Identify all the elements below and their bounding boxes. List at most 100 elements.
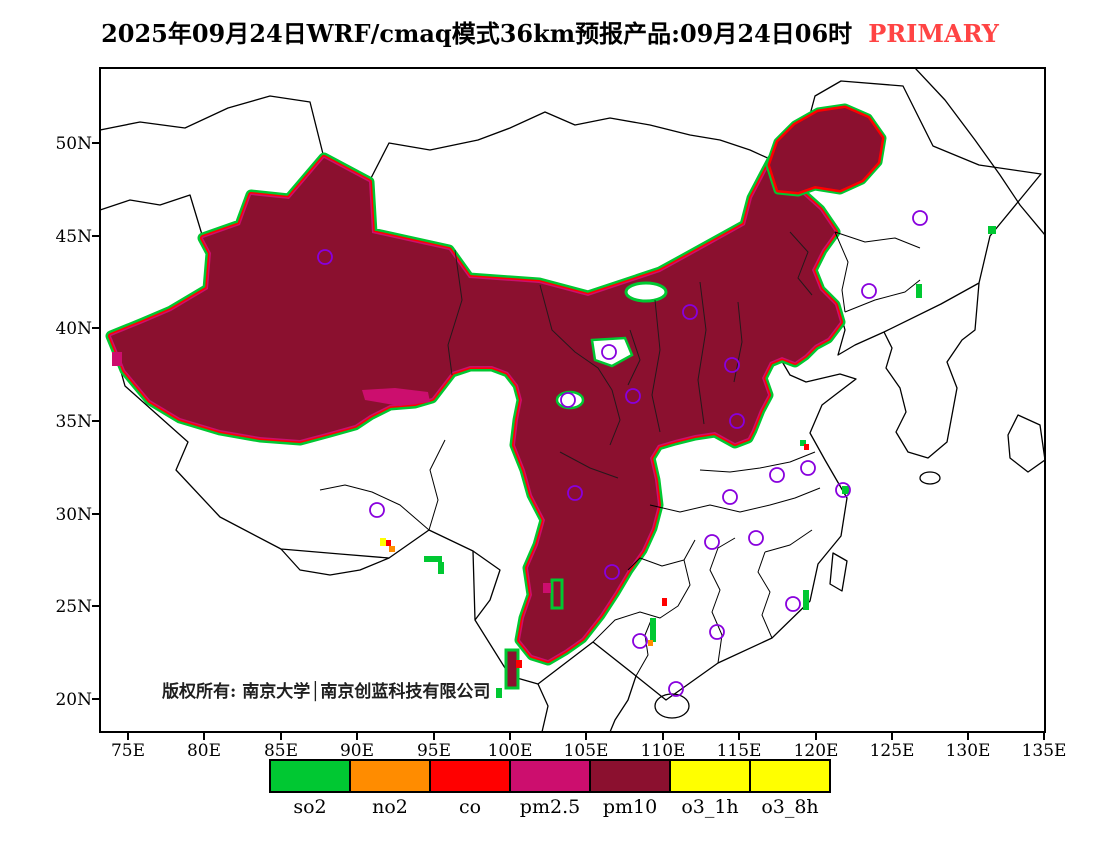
province-boundary bbox=[834, 231, 921, 249]
no2-speck bbox=[389, 546, 395, 552]
province-boundary bbox=[592, 539, 696, 643]
lon-tick-label: 95E bbox=[417, 741, 451, 761]
legend-label-co: co bbox=[459, 796, 481, 818]
co-speck bbox=[662, 598, 667, 606]
station-marker bbox=[625, 388, 641, 404]
province-boundary bbox=[627, 557, 685, 571]
mongolia-border bbox=[368, 111, 773, 183]
province-boundary bbox=[699, 451, 816, 473]
pm25-patch bbox=[362, 388, 430, 406]
russia-coast-ne bbox=[915, 69, 1044, 235]
legend-label-no2: no2 bbox=[372, 796, 408, 818]
legend-swatch-no2 bbox=[349, 759, 431, 793]
legend-swatch-co bbox=[429, 759, 511, 793]
so2-speck bbox=[800, 440, 806, 446]
nepal-border bbox=[280, 548, 390, 576]
lon-tick-label: 120E bbox=[794, 741, 839, 761]
pm25-patches bbox=[112, 352, 551, 593]
co-speck bbox=[804, 444, 809, 450]
station-marker bbox=[861, 283, 877, 299]
title-primary-tag: PRIMARY bbox=[868, 19, 1000, 48]
lon-tick-label: 115E bbox=[717, 741, 762, 761]
station-marker bbox=[800, 460, 816, 476]
station-marker bbox=[369, 502, 385, 518]
province-boundary bbox=[319, 484, 430, 531]
province-boundary bbox=[649, 487, 821, 513]
o3-specks bbox=[380, 538, 386, 546]
pm25-patch bbox=[543, 583, 551, 593]
korea-coast bbox=[883, 282, 980, 459]
no2-speck bbox=[648, 640, 653, 646]
lat-tick-label: 40N bbox=[55, 319, 92, 339]
map-frame bbox=[99, 67, 1046, 733]
lon-tick-label: 90E bbox=[340, 741, 374, 761]
province-boundary bbox=[764, 529, 813, 553]
legend-swatch-so2 bbox=[269, 759, 351, 793]
clean-hole bbox=[624, 281, 668, 303]
kyushu-island bbox=[1007, 414, 1044, 473]
so2-speck bbox=[424, 556, 442, 562]
map-canvas: 版权所有: 南京大学│南京创蓝科技有限公司 bbox=[101, 69, 1044, 731]
province-boundary bbox=[757, 551, 773, 639]
legend-swatch-o3-1h bbox=[669, 759, 751, 793]
station-marker bbox=[785, 596, 801, 612]
station-marker bbox=[604, 564, 620, 580]
so2-speck bbox=[916, 284, 922, 298]
axis-ticks bbox=[92, 142, 1045, 740]
lon-tick-label: 100E bbox=[488, 741, 533, 761]
lon-tick-label: 85E bbox=[264, 741, 298, 761]
copyright-text: 版权所有: 南京大学│南京创蓝科技有限公司 bbox=[162, 681, 490, 702]
province-boundary bbox=[627, 329, 641, 386]
station-marker bbox=[704, 534, 720, 550]
province-boundary bbox=[539, 284, 613, 391]
clean-hole bbox=[555, 390, 585, 410]
lon-tick-label: 110E bbox=[641, 741, 686, 761]
lat-tick-label: 30N bbox=[55, 505, 92, 525]
lon-axis: 75E 80E 85E 90E 95E 100E 105E 110E 115E … bbox=[111, 741, 1066, 761]
station-marker bbox=[682, 304, 698, 320]
legend-label-pm25: pm2.5 bbox=[520, 796, 580, 818]
so2-speck bbox=[988, 226, 996, 234]
station-marker bbox=[567, 485, 583, 501]
vietnam-coast bbox=[609, 675, 637, 731]
province-boundary bbox=[447, 249, 463, 376]
so2-specks bbox=[424, 226, 996, 698]
station-marker bbox=[769, 467, 785, 483]
clean-hole bbox=[590, 336, 634, 368]
pm25-patch bbox=[112, 352, 122, 366]
legend-swatch-o3-8h bbox=[749, 759, 831, 793]
station-marker bbox=[722, 489, 738, 505]
lon-tick-label: 75E bbox=[111, 741, 145, 761]
station-marker bbox=[668, 681, 684, 697]
station-marker bbox=[729, 413, 745, 429]
indochina-border bbox=[537, 683, 549, 731]
station-marker bbox=[709, 624, 725, 640]
province-boundary bbox=[844, 279, 921, 313]
province-boundaries bbox=[319, 231, 921, 677]
lat-tick-label: 50N bbox=[55, 134, 92, 154]
station-marker bbox=[724, 357, 740, 373]
legend-label-pm10: pm10 bbox=[603, 796, 657, 818]
legend-swatch-pm25 bbox=[509, 759, 591, 793]
lon-tick-label: 80E bbox=[187, 741, 221, 761]
lon-tick-label: 130E bbox=[946, 741, 991, 761]
station-marker bbox=[560, 392, 576, 408]
lon-tick-label: 105E bbox=[564, 741, 609, 761]
pm10-patch bbox=[550, 578, 564, 610]
station-marker bbox=[835, 482, 851, 498]
legend-label-o3-8h: o3_8h bbox=[761, 796, 818, 818]
pm10-patch bbox=[504, 648, 520, 690]
province-boundary bbox=[651, 299, 661, 433]
co-speck bbox=[516, 660, 522, 668]
myanmar-border bbox=[472, 550, 501, 621]
page-title: 2025年09月24日WRF/cmaq模式36km预报产品:09月24日06时 P… bbox=[101, 19, 1000, 48]
station-marker bbox=[317, 249, 333, 265]
lat-tick-label: 25N bbox=[55, 597, 92, 617]
lon-tick-label: 135E bbox=[1022, 741, 1067, 761]
pm10-forecast-region bbox=[111, 108, 882, 690]
co-speck bbox=[386, 540, 391, 546]
so2-speck bbox=[842, 486, 849, 494]
station-marker bbox=[748, 530, 764, 546]
